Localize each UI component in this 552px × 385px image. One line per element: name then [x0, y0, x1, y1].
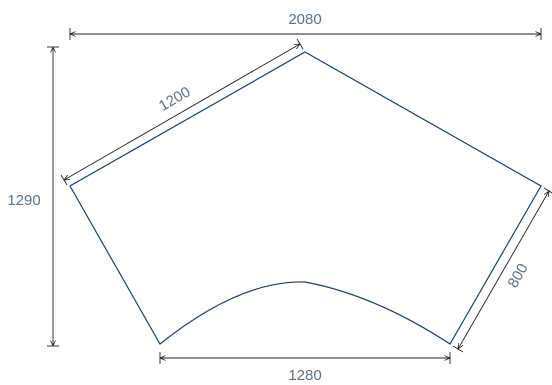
- dimension-label-height: 1290: [7, 192, 40, 209]
- dimension-tick-left-edge-b: [296, 38, 304, 50]
- dimension-label-top-width: 2080: [288, 11, 321, 28]
- dimension-line-left-edge: [64, 44, 300, 180]
- dimension-label-right-edge: 800: [504, 261, 531, 291]
- dimension-label-bottom-width: 1280: [288, 367, 321, 384]
- dimension-tick-left-edge-a: [60, 174, 68, 186]
- dimension-tick-right-edge-b: [452, 345, 464, 353]
- desk-outline: [69, 51, 542, 345]
- dimension-line-right-edge: [458, 191, 549, 349]
- dimension-tick-right-edge-a: [543, 187, 552, 194]
- dimension-label-left-edge: 1200: [156, 83, 193, 114]
